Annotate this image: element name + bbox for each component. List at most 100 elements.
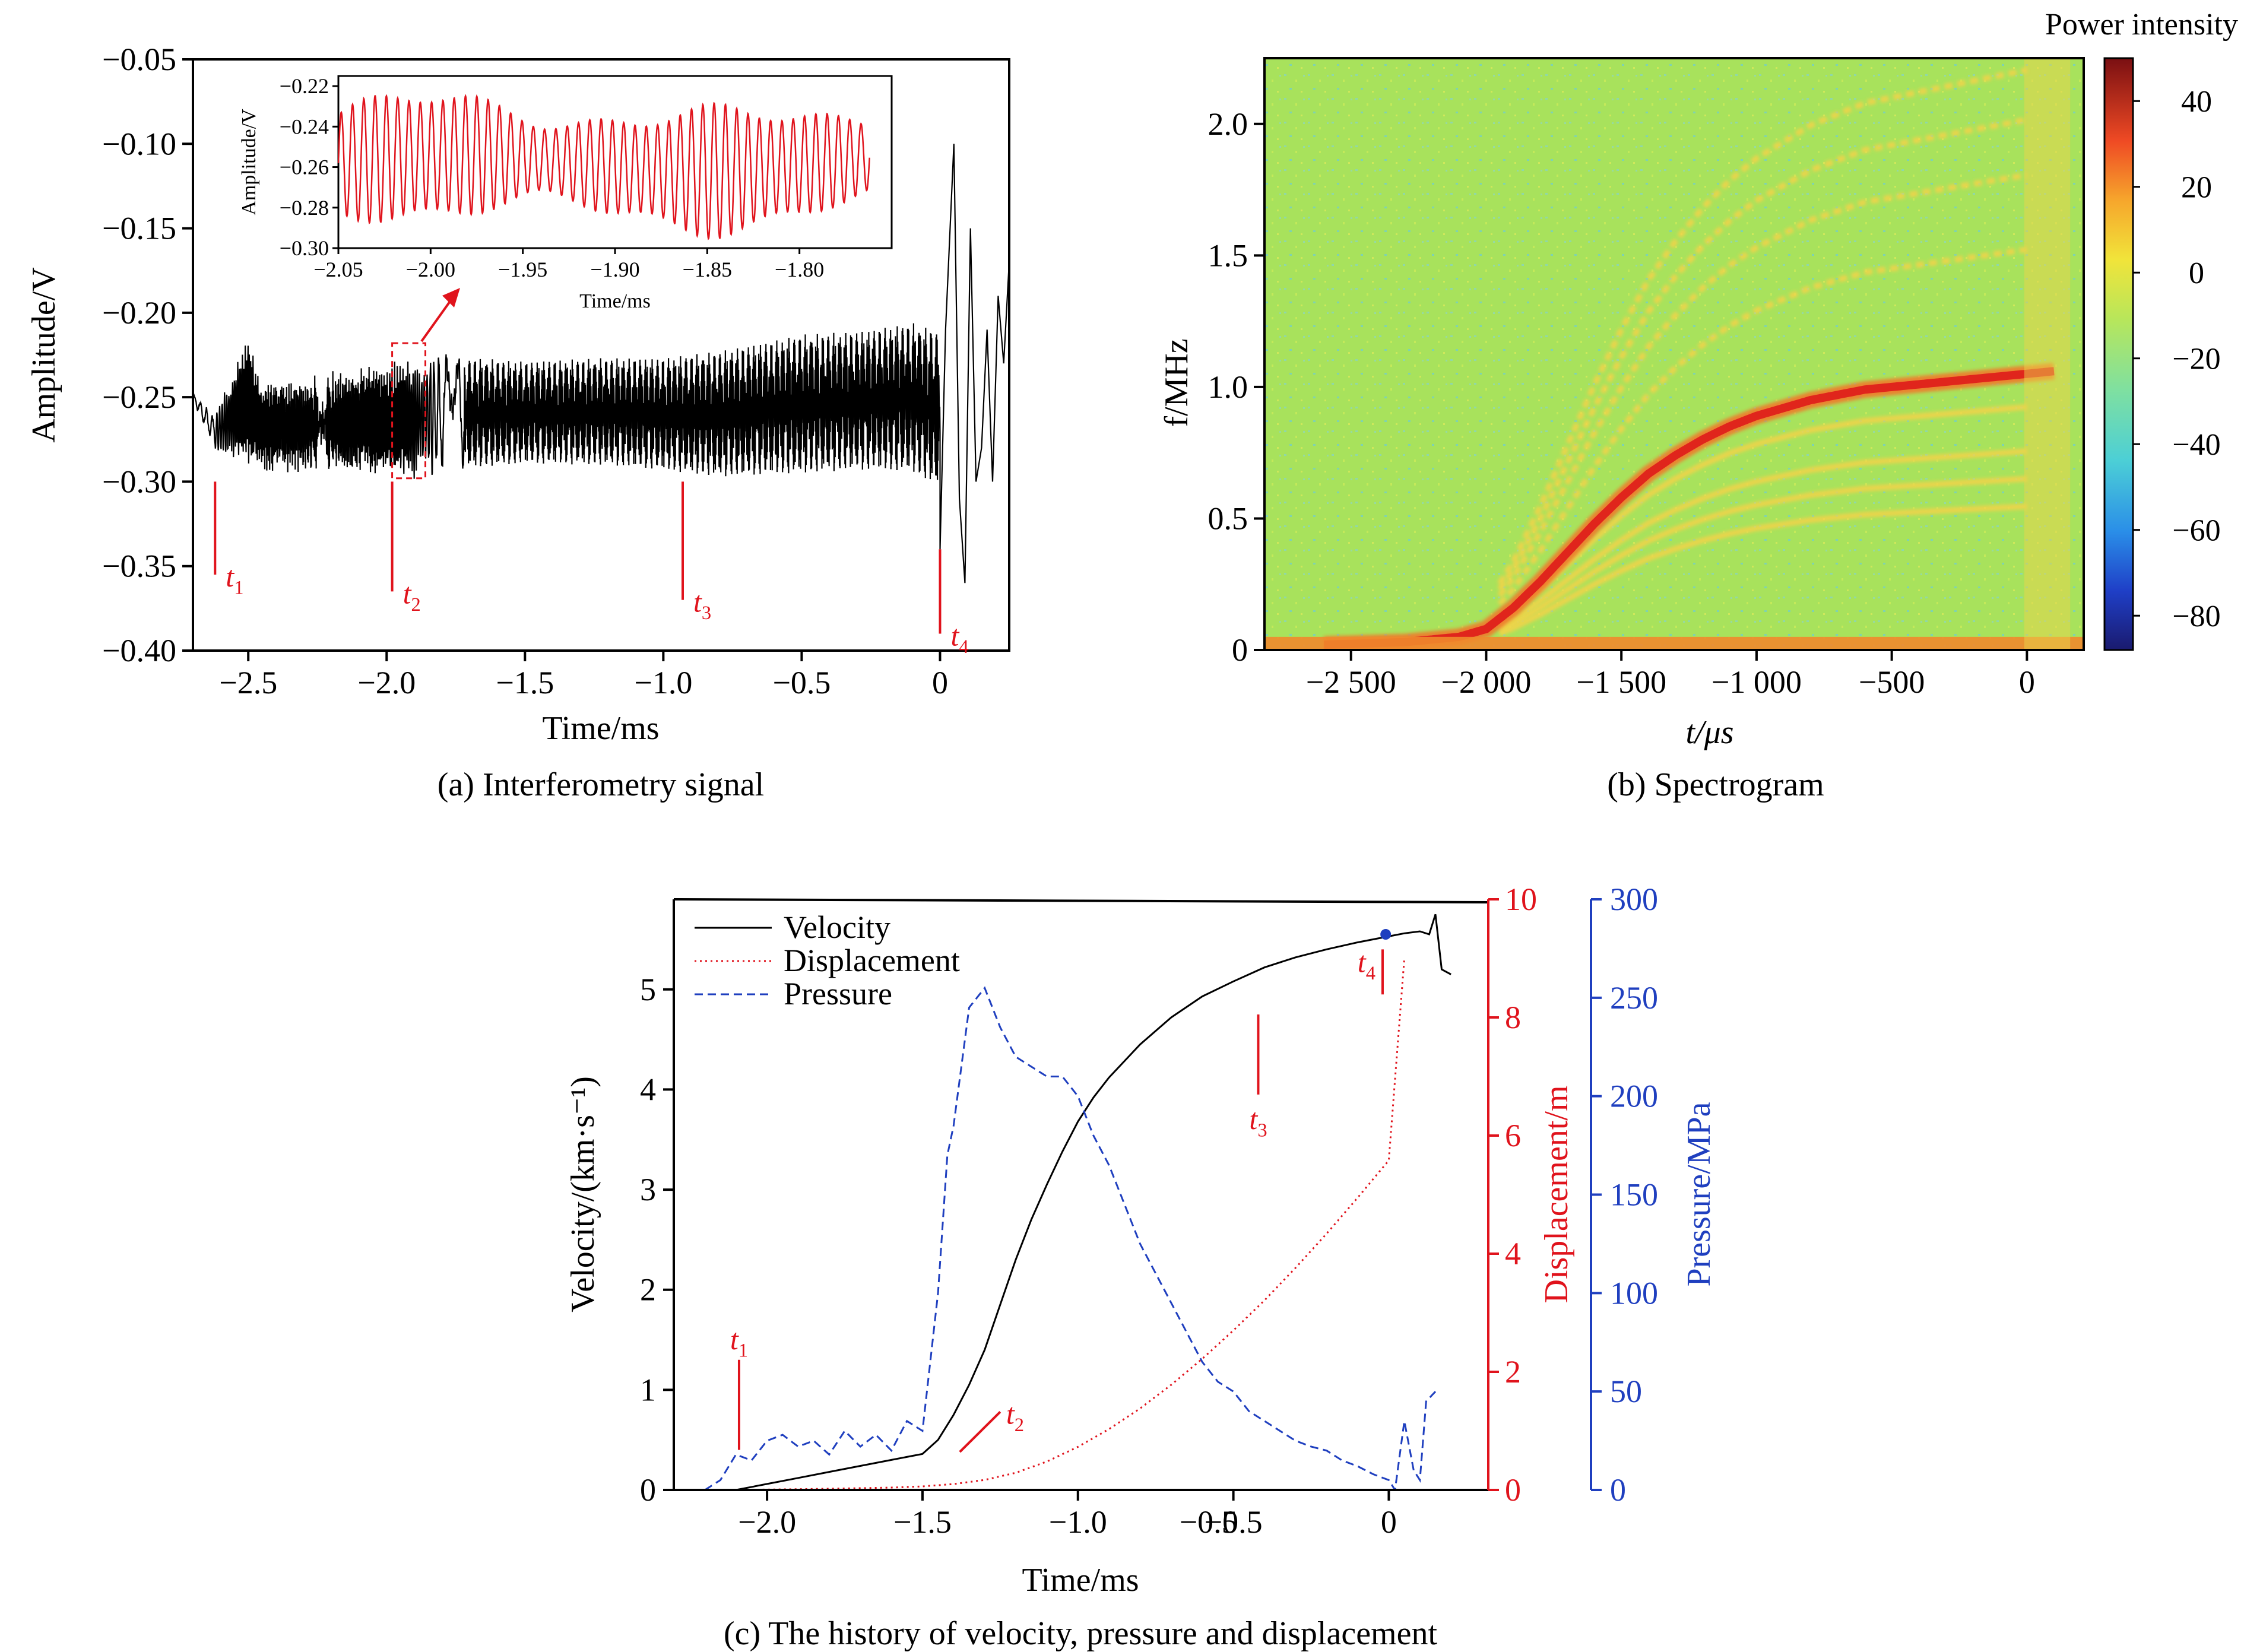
x-tick-label: 0 bbox=[2019, 664, 2035, 700]
colorbar bbox=[2103, 57, 2134, 651]
y-tick-label: −0.35 bbox=[102, 548, 176, 584]
legend-label: Velocity bbox=[784, 909, 890, 945]
colorbar-tick-label: 0 bbox=[2189, 256, 2204, 290]
inset-y-tick-label: −0.22 bbox=[280, 74, 329, 98]
harmonic-trace bbox=[1498, 404, 2027, 625]
x-tick-label: −1 000 bbox=[1711, 664, 1802, 700]
inset-y-tick-label: −0.24 bbox=[280, 115, 329, 138]
panel-a-frame bbox=[192, 58, 1010, 652]
x-tick-label: −1.0 bbox=[1049, 1504, 1107, 1540]
inset-x-label: Time/ms bbox=[579, 290, 651, 312]
harmonic-trace bbox=[1497, 172, 2028, 598]
panel-c-time-markers: t1 t2 t3 t4 bbox=[730, 945, 1384, 1453]
inset-x-tick-label: −2.00 bbox=[406, 258, 455, 281]
spectrogram-background bbox=[1264, 58, 2084, 650]
x-tick-label: −2 500 bbox=[1306, 664, 1396, 700]
harmonic-trace bbox=[1497, 116, 2028, 591]
y3-tick-label: 300 bbox=[1610, 882, 1658, 917]
y2-tick-label: 4 bbox=[1505, 1236, 1521, 1271]
x-tick-label: −0.5 bbox=[772, 665, 831, 700]
inset-x-tick-label: −1.90 bbox=[590, 258, 639, 281]
panel-c-series bbox=[704, 914, 1451, 1490]
y3-tick-label: 0 bbox=[1610, 1472, 1626, 1508]
panel-b-x-axis: −2 500 −2 000 −1 500 −1 000 −500 0 bbox=[1306, 650, 2035, 700]
time-marker-label: t1 bbox=[226, 560, 243, 599]
y-tick-label: −0.40 bbox=[102, 633, 176, 668]
y3-tick-label: 200 bbox=[1610, 1079, 1658, 1114]
panel-a-caption: (a) Interferometry signal bbox=[438, 766, 764, 803]
y2-tick-label: 0 bbox=[1505, 1472, 1521, 1508]
x-tick-label: −2.5 bbox=[219, 665, 277, 700]
x-tick-label-extra: −0.5 bbox=[1180, 1504, 1238, 1540]
inset-x-tick-label: −1.80 bbox=[775, 258, 824, 281]
time-marker-label: t2 bbox=[403, 576, 421, 616]
signal-line bbox=[193, 144, 1009, 584]
harmonic-trace bbox=[1498, 448, 2027, 630]
colorbar-tick-label: 20 bbox=[2181, 171, 2212, 205]
y-tick-label: 0 bbox=[1232, 632, 1248, 668]
panel-a-y-label: Amplitude/V bbox=[26, 267, 62, 443]
panel-b-frame bbox=[1263, 57, 2085, 651]
panel-c-caption: (c) The history of velocity, pressure an… bbox=[724, 1615, 1438, 1652]
y-tick-label: −0.10 bbox=[102, 126, 176, 161]
x-tick-label: −2.0 bbox=[357, 665, 416, 700]
x-tick-label: 0 bbox=[1381, 1504, 1397, 1540]
inset-signal-line bbox=[337, 94, 870, 240]
panel-b-x-label: t/μs bbox=[1685, 714, 1733, 751]
y-tick-label: 4 bbox=[640, 1071, 656, 1107]
colorbar-tick-label: −60 bbox=[2172, 514, 2220, 548]
inset-y-tick-label: −0.30 bbox=[280, 236, 329, 260]
inset-x-tick-label: −1.85 bbox=[683, 258, 732, 281]
panel-c-x-label: Time/ms bbox=[1022, 1562, 1139, 1599]
inset-y-label: Amplitude/V bbox=[238, 109, 260, 215]
colorbar-tick-label: 40 bbox=[2181, 85, 2212, 119]
inset-x-axis: −2.05 −2.00 −1.95 −1.90 −1.85 −1.80 bbox=[313, 248, 824, 281]
y-tick-label: 5 bbox=[640, 972, 656, 1007]
time-marker-label: t4 bbox=[950, 619, 968, 658]
inset-y-tick-label: −0.26 bbox=[280, 156, 329, 179]
time-marker-label: t3 bbox=[1249, 1102, 1267, 1142]
y-tick-label: −0.15 bbox=[102, 211, 176, 246]
panel-c-displacement-axis: 0 2 4 6 8 10 bbox=[1488, 882, 1537, 1508]
velocity-end-dot bbox=[1380, 929, 1392, 940]
x-tick-label: −500 bbox=[1859, 664, 1925, 700]
panel-c-top-border bbox=[673, 898, 1489, 903]
y-tick-label: −0.05 bbox=[102, 42, 176, 77]
x-tick-label: 0 bbox=[932, 665, 948, 700]
zoom-arrow-head bbox=[442, 288, 460, 307]
y-tick-label: 3 bbox=[640, 1172, 656, 1207]
y-tick-label: 0 bbox=[640, 1472, 656, 1508]
x-tick-label: −2.0 bbox=[738, 1504, 796, 1540]
y-tick-label: 0.5 bbox=[1208, 500, 1248, 536]
panel-c-pressure-label: Pressure/MPa bbox=[1681, 1102, 1717, 1286]
y-tick-label: −0.25 bbox=[102, 379, 176, 415]
colorbar-ticks: 40 20 0 −20 −40 −60 −80 bbox=[2133, 85, 2221, 633]
panel-c-history: −2.0 −1.5 −1.0 −0.5 0 −0.5 0 1 2 3 4 5 0 2 4 6 8 10 0 50… bbox=[565, 882, 1717, 1652]
inset-y-tick-label: −0.28 bbox=[280, 196, 329, 220]
baseline-band bbox=[1264, 636, 2084, 650]
x-tick-label: −1.5 bbox=[893, 1504, 952, 1540]
panel-c-pressure-axis: 0 50 100 150 200 250 300 bbox=[1591, 882, 1658, 1508]
y3-tick-label: 150 bbox=[1610, 1177, 1658, 1213]
y2-tick-label: 2 bbox=[1505, 1354, 1521, 1390]
y2-tick-label: 8 bbox=[1505, 1000, 1521, 1035]
y-tick-label: 1 bbox=[640, 1372, 656, 1407]
time-marker-label: t4 bbox=[1358, 945, 1375, 984]
legend-label: Displacement bbox=[784, 943, 960, 978]
inset-y-axis: −0.30 −0.28 −0.26 −0.24 −0.22 bbox=[280, 74, 338, 260]
panel-c-displacement-label: Displacement/m bbox=[1538, 1085, 1575, 1303]
colorbar-tick-label: −40 bbox=[2172, 428, 2220, 462]
x-tick-label: −1.5 bbox=[496, 665, 554, 700]
panel-c-velocity-axis: 0 1 2 3 4 5 bbox=[640, 972, 674, 1508]
x-tick-label: −0.5 bbox=[1205, 1504, 1263, 1540]
harmonic-trace bbox=[1498, 475, 2027, 633]
time-marker-label: t2 bbox=[1006, 1397, 1024, 1436]
zoom-region-box bbox=[391, 342, 427, 480]
inset-signal-series bbox=[337, 94, 870, 240]
displacement-line bbox=[736, 958, 1406, 1490]
pressure-line bbox=[704, 986, 1437, 1490]
panel-a-x-axis: −2.5 −2.0 −1.5 −1.0 −0.5 0 bbox=[219, 651, 948, 700]
panel-a-x-label: Time/ms bbox=[542, 710, 659, 747]
x-tick-label: −1.0 bbox=[634, 665, 692, 700]
